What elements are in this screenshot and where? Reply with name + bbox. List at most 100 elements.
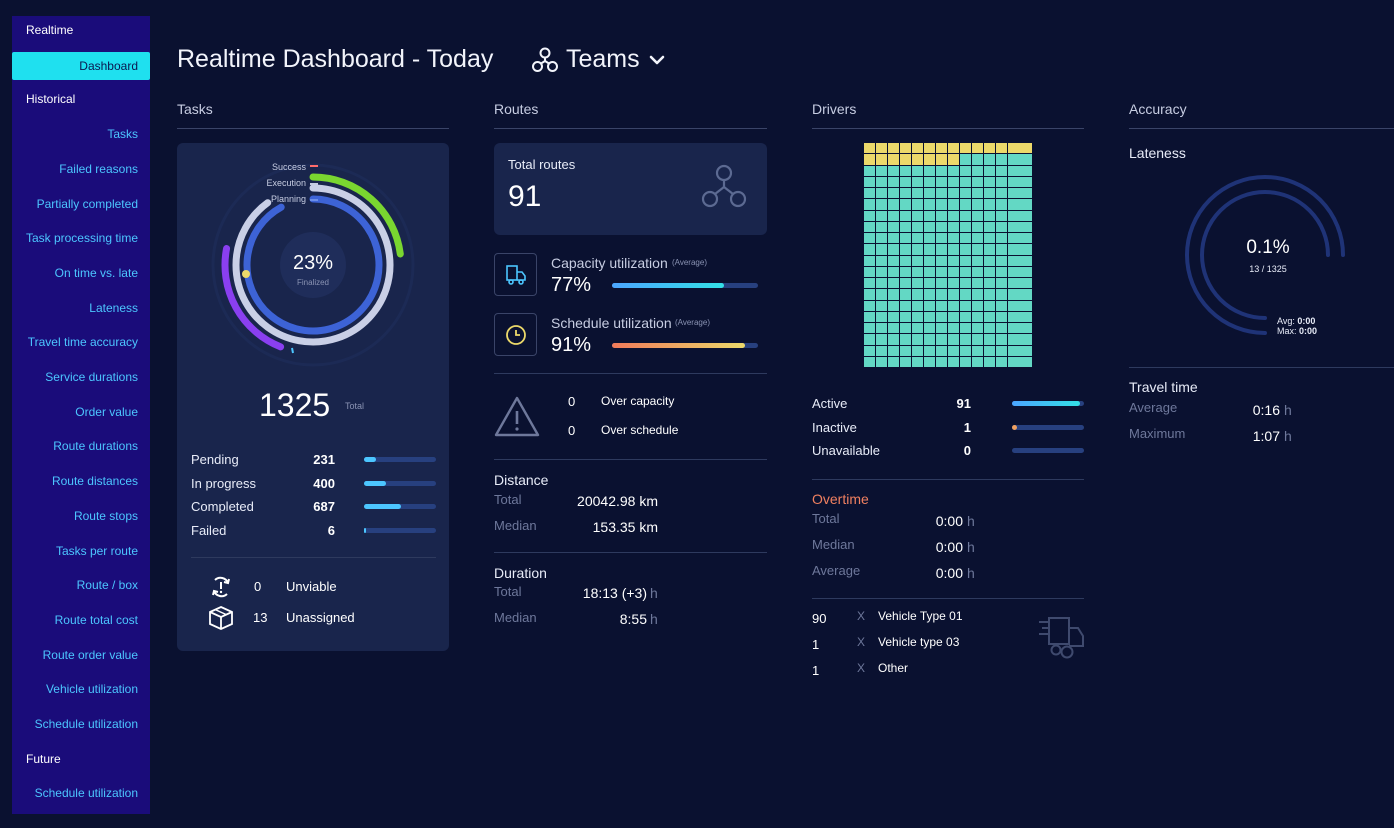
driver-cell xyxy=(912,143,923,154)
driver-cell xyxy=(876,233,887,244)
sidebar-item-on-time-vs-late[interactable]: On time vs. late xyxy=(54,265,138,280)
driver-cell xyxy=(876,311,887,322)
driver-cell xyxy=(924,244,935,255)
driver-stat-label: Active xyxy=(812,396,848,411)
driver-cell xyxy=(924,278,935,289)
driver-cell xyxy=(912,323,923,334)
task-stat-bar xyxy=(364,480,436,486)
warning-icon xyxy=(494,396,540,437)
distance-median-value: 153.35 km xyxy=(592,519,658,535)
box-icon xyxy=(209,606,233,630)
driver-cell xyxy=(948,255,959,266)
driver-cell xyxy=(924,266,935,277)
task-rings-chart xyxy=(211,163,415,367)
sidebar-item-task-processing-time[interactable]: Task processing time xyxy=(25,231,138,246)
driver-cell xyxy=(936,143,947,154)
sidebar-item-partially-completed[interactable]: Partially completed xyxy=(36,196,138,211)
sidebar-item-travel-time-accuracy[interactable]: Travel time accuracy xyxy=(27,335,138,350)
drivers-heading: Drivers xyxy=(812,101,857,117)
driver-cell xyxy=(876,143,887,154)
driver-cell xyxy=(996,165,1007,176)
driver-cell xyxy=(936,221,947,232)
drivers-grid xyxy=(864,143,1033,368)
travel-row-value: 1:07 xyxy=(1252,428,1280,444)
driver-cell xyxy=(972,345,983,356)
driver-cell xyxy=(876,278,887,289)
driver-cell xyxy=(876,244,887,255)
driver-cell xyxy=(960,345,971,356)
driver-cell xyxy=(924,323,935,334)
sidebar-item-tasks[interactable]: Tasks xyxy=(107,127,138,142)
sidebar-item-tasks-per-route[interactable]: Tasks per route xyxy=(55,543,138,558)
capacity-bar xyxy=(612,283,758,288)
vehicle-type-name: Vehicle type 03 xyxy=(878,635,960,649)
driver-cell xyxy=(972,188,983,199)
sidebar: Realtime Dashboard Historical Tasks Failed r… xyxy=(12,16,150,814)
driver-cell xyxy=(984,210,995,221)
driver-cell xyxy=(960,356,971,367)
driver-cell xyxy=(888,266,899,277)
clock-icon xyxy=(505,324,526,345)
tasks-total: 1325 xyxy=(259,387,331,423)
sidebar-item-route-durations[interactable]: Route durations xyxy=(53,439,138,454)
driver-cell xyxy=(864,345,875,356)
driver-cell xyxy=(912,244,923,255)
accuracy-heading: Accuracy xyxy=(1129,101,1187,117)
driver-cell xyxy=(864,143,875,154)
sidebar-item-route-order-value[interactable]: Route order value xyxy=(42,647,138,662)
driver-cell xyxy=(984,255,995,266)
driver-cell xyxy=(996,233,1007,244)
driver-cell xyxy=(1008,154,1032,165)
driver-cell xyxy=(912,233,923,244)
sidebar-item-schedule-utilization[interactable]: Schedule utilization xyxy=(34,717,138,731)
schedule-label: Schedule utilization xyxy=(551,315,672,331)
driver-cell xyxy=(912,154,923,165)
sidebar-item-schedule-utilization[interactable]: Schedule utilization xyxy=(34,786,138,801)
overtime-row-label: Total xyxy=(812,511,840,526)
driver-cell xyxy=(972,334,983,345)
driver-cell xyxy=(1008,323,1032,334)
driver-cell xyxy=(888,345,899,356)
sidebar-item-order-value[interactable]: Order value xyxy=(75,404,138,419)
sidebar-item-route-stops[interactable]: Route stops xyxy=(73,508,138,523)
vehicle-count: 1 xyxy=(812,663,820,678)
driver-cell xyxy=(888,176,899,187)
driver-cell xyxy=(1008,278,1032,289)
sidebar-item-route-distances[interactable]: Route distances xyxy=(51,474,138,489)
driver-cell xyxy=(876,345,887,356)
driver-cell xyxy=(864,176,875,187)
teams-dropdown[interactable]: Teams xyxy=(532,45,666,74)
sidebar-item-vehicle-utilization[interactable]: Vehicle utilization xyxy=(45,682,138,697)
driver-cell xyxy=(924,300,935,311)
driver-cell xyxy=(1008,199,1032,210)
driver-cell xyxy=(1008,255,1032,266)
over-schedule-value: 0 xyxy=(568,423,576,438)
sidebar-item-lateness[interactable]: Lateness xyxy=(89,300,138,315)
driver-cell xyxy=(996,244,1007,255)
ring-label-success: Success xyxy=(271,162,306,172)
overtime-title: Overtime xyxy=(812,491,869,507)
sidebar-item-failed-reasons[interactable]: Failed reasons xyxy=(59,161,138,176)
driver-cell xyxy=(924,176,935,187)
driver-cell xyxy=(924,311,935,322)
task-stat-bar-fill xyxy=(364,457,377,462)
driver-cell xyxy=(972,255,983,266)
task-stat-bar-fill xyxy=(364,504,402,509)
sidebar-item-dashboard[interactable]: Dashboard xyxy=(12,51,150,80)
driver-cell xyxy=(924,255,935,266)
driver-cell xyxy=(948,221,959,232)
success-tick xyxy=(310,165,318,167)
driver-cell xyxy=(888,199,899,210)
sidebar-item-route-box[interactable]: Route / box xyxy=(76,578,138,593)
driver-stat-label: Unavailable xyxy=(812,443,880,458)
driver-cell xyxy=(1008,233,1032,244)
driver-stat-value: 0 xyxy=(963,443,971,458)
driver-cell xyxy=(888,210,899,221)
sidebar-item-service-durations[interactable]: Service durations xyxy=(45,370,138,384)
driver-cell xyxy=(948,278,959,289)
driver-cell xyxy=(984,165,995,176)
over-capacity-label: Over capacity xyxy=(601,394,675,408)
sidebar-item-route-total-cost[interactable]: Route total cost xyxy=(54,612,138,627)
driver-cell xyxy=(876,300,887,311)
driver-cell xyxy=(960,244,971,255)
